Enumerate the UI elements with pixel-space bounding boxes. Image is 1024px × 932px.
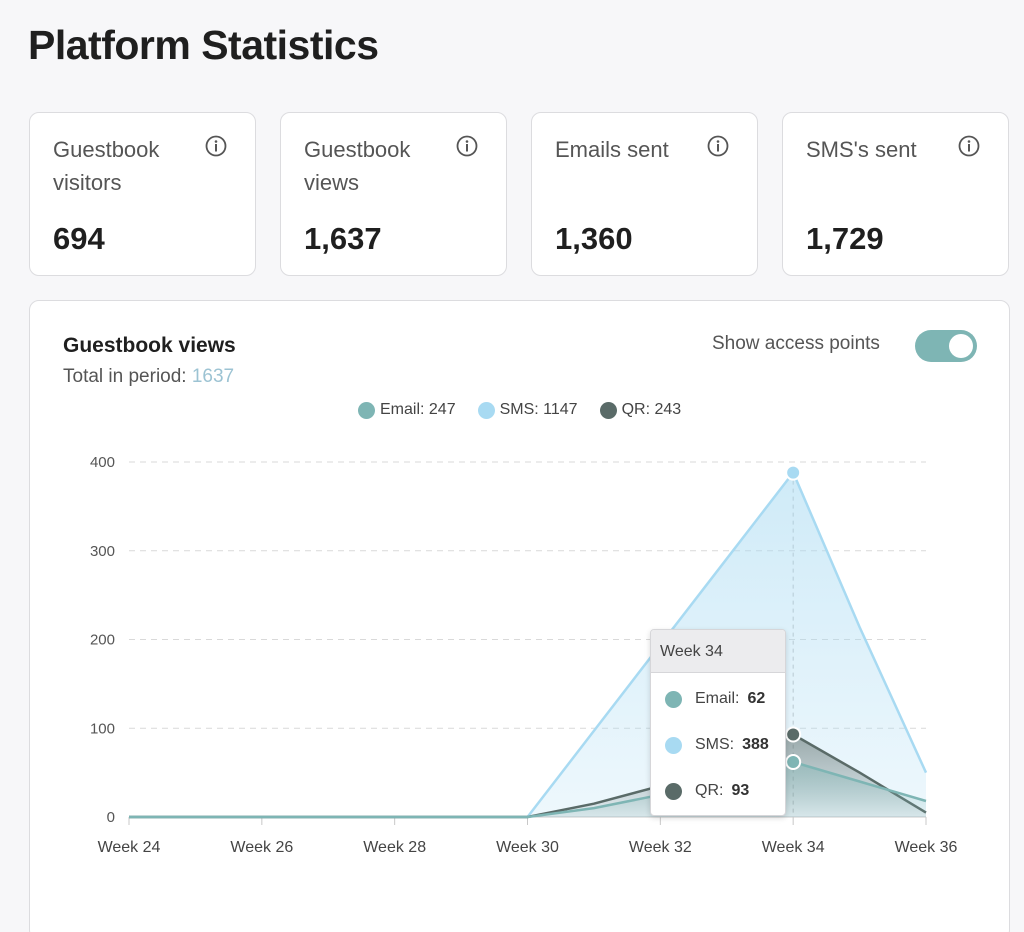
legend-item-qr[interactable]: QR: 243 bbox=[599, 401, 682, 419]
legend-label: SMS: 1147 bbox=[499, 401, 578, 418]
series-point-qr bbox=[785, 726, 802, 743]
tooltip-dot bbox=[665, 736, 682, 754]
tooltip-value: 388 bbox=[742, 736, 769, 753]
page-title: Platform Statistics bbox=[28, 22, 379, 68]
stat-card-emails-sent: Emails sent 1,360 bbox=[531, 112, 758, 276]
stat-value: 1,360 bbox=[555, 221, 633, 256]
x-tick-label: Week 36 bbox=[895, 839, 958, 856]
show-access-points-toggle[interactable] bbox=[915, 330, 977, 362]
stat-value: 1,637 bbox=[304, 221, 382, 256]
y-tick-label: 400 bbox=[90, 454, 115, 471]
legend-label: Email: 247 bbox=[380, 401, 456, 418]
y-tick-label: 100 bbox=[90, 720, 115, 737]
tooltip-value: 93 bbox=[731, 782, 750, 799]
series-area-email bbox=[129, 762, 926, 817]
stat-value: 694 bbox=[53, 221, 105, 256]
stat-card-guestbook-views: Guestbook views 1,637 bbox=[280, 112, 507, 276]
y-tick-label: 200 bbox=[90, 632, 115, 649]
x-tick-label: Week 30 bbox=[496, 839, 559, 856]
legend-dot bbox=[477, 401, 495, 419]
x-tick-label: Week 24 bbox=[98, 839, 161, 856]
tooltip-dot bbox=[665, 782, 682, 800]
stat-label: SMS's sent bbox=[806, 137, 917, 162]
tooltip-header: Week 34 bbox=[651, 630, 785, 673]
x-tick-label: Week 34 bbox=[762, 839, 825, 856]
legend-dot bbox=[599, 401, 617, 419]
x-tick-label: Week 28 bbox=[363, 839, 426, 856]
total-in-period: 1637 bbox=[191, 366, 235, 387]
chart-subtitle: Total in period: 1637 bbox=[63, 366, 234, 388]
x-tick-label: Week 32 bbox=[629, 839, 692, 856]
subtitle-prefix: Total in period: bbox=[63, 366, 192, 387]
stat-label: Guestbook views bbox=[304, 137, 411, 195]
chart-title: Guestbook views bbox=[63, 334, 236, 357]
tooltip-row-sms: SMS: 388 bbox=[665, 736, 769, 754]
info-icon[interactable] bbox=[205, 135, 227, 157]
stat-card-sms-sent: SMS's sent 1,729 bbox=[782, 112, 1009, 276]
legend-label: QR: 243 bbox=[621, 401, 682, 418]
series-point-sms bbox=[785, 464, 802, 481]
legend-item-email[interactable]: Email: 247 bbox=[358, 401, 456, 419]
y-tick-label: 0 bbox=[107, 809, 115, 826]
y-tick-label: 300 bbox=[90, 543, 115, 560]
stat-value: 1,729 bbox=[806, 221, 884, 256]
x-tick-label: Week 26 bbox=[230, 839, 293, 856]
info-icon[interactable] bbox=[707, 135, 729, 157]
chart-tooltip: Week 34 Email: 62 SMS: 388 QR: 93 bbox=[650, 629, 786, 816]
tooltip-label: Email: bbox=[695, 690, 740, 707]
stat-label: Guestbook visitors bbox=[53, 137, 160, 195]
tooltip-label: SMS: bbox=[695, 736, 735, 753]
chart-legend: Email: 247 SMS: 1147 QR: 243 bbox=[358, 401, 681, 419]
stat-card-guestbook-visitors: Guestbook visitors 694 bbox=[29, 112, 256, 276]
toggle-label: Show access points bbox=[712, 333, 880, 354]
toggle-knob bbox=[949, 334, 973, 358]
info-icon[interactable] bbox=[456, 135, 478, 157]
tooltip-value: 62 bbox=[747, 690, 766, 707]
legend-dot bbox=[358, 401, 375, 419]
tooltip-row-qr: QR: 93 bbox=[665, 782, 749, 800]
tooltip-dot bbox=[665, 690, 682, 708]
tooltip-row-email: Email: 62 bbox=[665, 690, 765, 708]
legend-item-sms[interactable]: SMS: 1147 bbox=[477, 401, 578, 419]
series-point-email bbox=[785, 753, 802, 770]
info-icon[interactable] bbox=[958, 135, 980, 157]
stat-label: Emails sent bbox=[555, 137, 669, 162]
tooltip-label: QR: bbox=[695, 782, 724, 799]
